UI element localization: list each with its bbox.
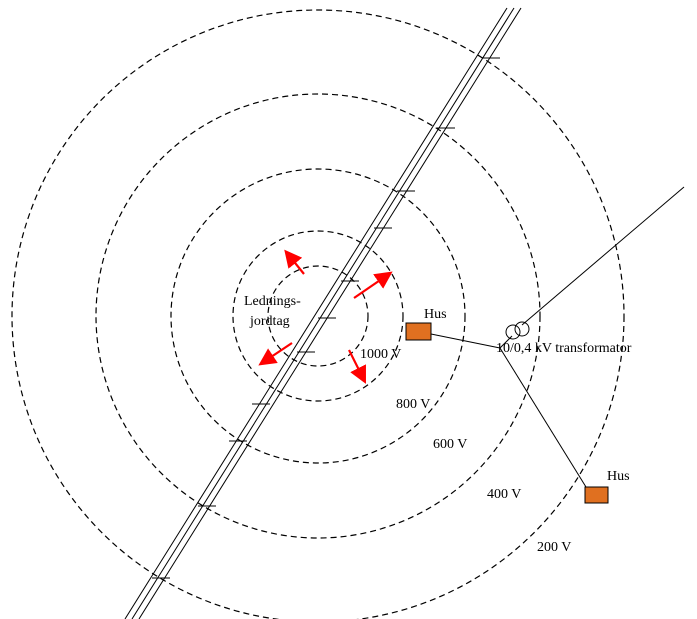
overhead-wire-left [124, 7, 508, 619]
circle-200v [11, 9, 625, 619]
current-arrows [258, 249, 393, 384]
line-node-to-house2 [499, 347, 587, 488]
ground-label-line1: Lednings- [244, 294, 301, 309]
voltage-label-400: 400 V [487, 487, 521, 502]
ground-label-line2: jordtag [249, 314, 290, 329]
equipotential-circles [11, 9, 625, 619]
house-2-label: Hus [607, 469, 630, 484]
arrow-down-left [258, 342, 293, 366]
circle-800v [232, 230, 404, 402]
house-2 [584, 486, 609, 504]
lv-network [430, 186, 685, 488]
circle-1000v [267, 265, 369, 367]
overhead-wire-right [138, 7, 522, 619]
house-1 [405, 322, 432, 341]
hv-feeder-line [521, 186, 685, 326]
circle-400v [95, 93, 541, 539]
voltage-label-200: 200 V [537, 540, 571, 555]
voltage-label-1000: 1000 V [360, 347, 401, 362]
arrow-up-right [353, 271, 393, 299]
transformer-label: 10/0,4 kV transformator [496, 341, 632, 356]
circle-600v [170, 168, 466, 464]
line-house1-to-node [430, 333, 501, 349]
overhead-wire-middle [131, 7, 515, 619]
house-1-label: Hus [424, 307, 447, 322]
transformer-icon [505, 321, 530, 340]
voltage-label-800: 800 V [396, 397, 430, 412]
line-cross-ticks [152, 57, 500, 579]
overhead-line [124, 7, 522, 619]
arrow-down-right [348, 349, 366, 384]
arrow-up-left [284, 249, 305, 275]
voltage-label-600: 600 V [433, 437, 467, 452]
